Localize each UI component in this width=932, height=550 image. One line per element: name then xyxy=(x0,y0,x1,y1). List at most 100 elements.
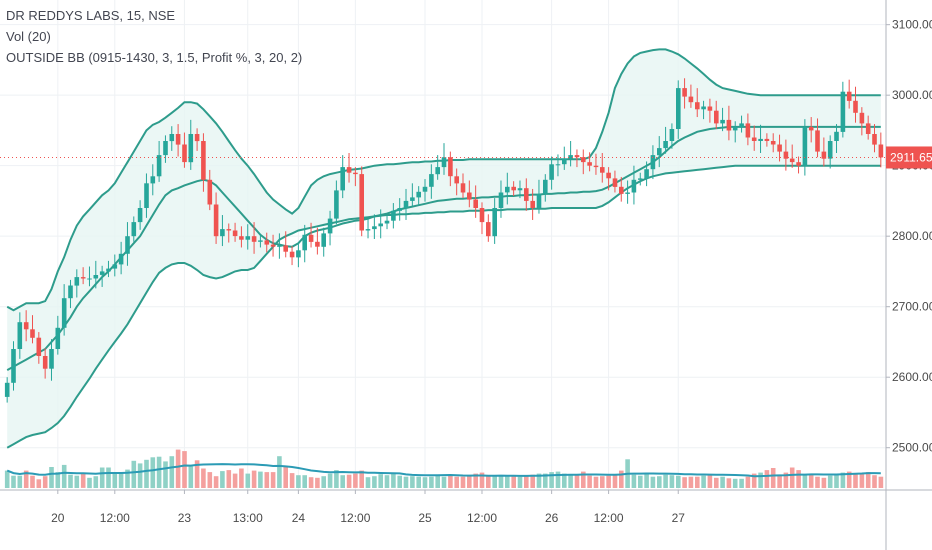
candle-body xyxy=(650,155,656,170)
volume-bar xyxy=(486,476,491,488)
candle xyxy=(834,124,839,153)
volume-bar xyxy=(42,476,48,488)
volume-bar xyxy=(872,475,877,488)
volume-bar xyxy=(859,473,865,488)
volume-bar xyxy=(131,460,137,488)
candle-body xyxy=(315,241,320,247)
candle-body xyxy=(68,285,73,299)
candle xyxy=(777,134,782,162)
volume-bar xyxy=(536,473,542,488)
candle xyxy=(606,167,611,191)
candle xyxy=(169,126,175,151)
candle xyxy=(568,141,573,167)
candle-body xyxy=(150,176,156,184)
candle-body xyxy=(334,190,339,219)
volume-bar xyxy=(99,467,105,488)
volume-bar xyxy=(783,472,789,488)
candle-body xyxy=(625,192,630,194)
time-tick-label: 12:00 xyxy=(340,511,370,525)
candle-body xyxy=(87,278,92,280)
volume-bar xyxy=(707,474,713,488)
price-tick-label: 2600.00 xyxy=(892,370,932,384)
volume-bar xyxy=(745,476,751,488)
candle xyxy=(315,227,320,255)
volume-bar xyxy=(308,477,314,488)
candle xyxy=(226,223,232,243)
candle-body xyxy=(125,236,130,254)
candle xyxy=(245,224,251,250)
outside-bb-indicator-label[interactable]: OUTSIDE BB (0915-1430, 3, 1.5, Profit %,… xyxy=(6,50,303,65)
candle xyxy=(384,215,390,230)
volume-indicator-label[interactable]: Vol (20) xyxy=(6,29,51,44)
candle xyxy=(581,149,586,175)
candle xyxy=(650,145,656,180)
volume-bar xyxy=(194,460,200,488)
candle xyxy=(99,265,105,287)
candle-body xyxy=(853,100,858,113)
candle-body xyxy=(834,131,839,141)
candle-body xyxy=(492,208,497,237)
candle xyxy=(277,233,282,259)
candle-body xyxy=(878,144,884,158)
candle xyxy=(182,132,187,168)
candle xyxy=(36,332,42,364)
candle-body xyxy=(11,349,16,383)
candle-body xyxy=(131,222,137,237)
volume-bar xyxy=(283,467,288,488)
candle-body xyxy=(707,106,713,111)
candle-body xyxy=(473,199,478,208)
volume-moving-average xyxy=(6,463,881,478)
candle-body xyxy=(454,176,459,184)
candle xyxy=(530,188,535,220)
volume-bar xyxy=(346,474,352,488)
candle-body xyxy=(562,158,567,165)
symbol-title[interactable]: DR REDDYS LABS, 15, NSE xyxy=(6,8,176,23)
candle xyxy=(511,181,516,196)
time-tick-label: 12:00 xyxy=(100,511,130,525)
candle-body xyxy=(657,148,662,156)
candle xyxy=(429,164,434,199)
volume-bar xyxy=(878,476,884,488)
candle-body xyxy=(321,233,326,247)
candle-body xyxy=(606,172,611,179)
volume-bar xyxy=(720,476,725,488)
candle-body xyxy=(770,141,776,145)
volume-bar xyxy=(55,472,61,488)
candle xyxy=(403,188,409,220)
candle-body xyxy=(416,191,421,198)
candle xyxy=(764,133,770,147)
volume-bar xyxy=(258,471,263,488)
candle-body xyxy=(619,186,624,194)
volume-ma-line xyxy=(6,463,881,478)
candle-body xyxy=(663,141,668,149)
candle-body xyxy=(530,200,535,208)
candle-body xyxy=(239,236,244,240)
volume-bar xyxy=(36,479,42,488)
time-tick-label: 24 xyxy=(292,511,306,525)
candle xyxy=(562,146,567,170)
candle xyxy=(663,126,668,154)
volume-bar xyxy=(327,473,333,488)
volume-bar xyxy=(125,469,130,488)
volume-bar xyxy=(714,477,719,489)
candle xyxy=(30,315,35,344)
candle-body xyxy=(49,349,54,369)
volume-bar xyxy=(137,463,143,488)
candle xyxy=(739,115,744,133)
volume-bar xyxy=(454,476,459,488)
volume-bar xyxy=(270,472,276,488)
volume-bar xyxy=(492,475,497,488)
candle-body xyxy=(612,178,618,187)
volume-bar xyxy=(606,475,611,488)
volume-bar xyxy=(460,476,466,488)
candle-body xyxy=(638,178,643,180)
candle-body xyxy=(796,162,801,166)
volume-bar xyxy=(23,470,29,488)
candle-body xyxy=(327,218,333,234)
candle-body xyxy=(188,134,194,163)
candle-body xyxy=(403,200,409,208)
candle xyxy=(657,136,662,168)
volume-bar xyxy=(213,476,219,488)
